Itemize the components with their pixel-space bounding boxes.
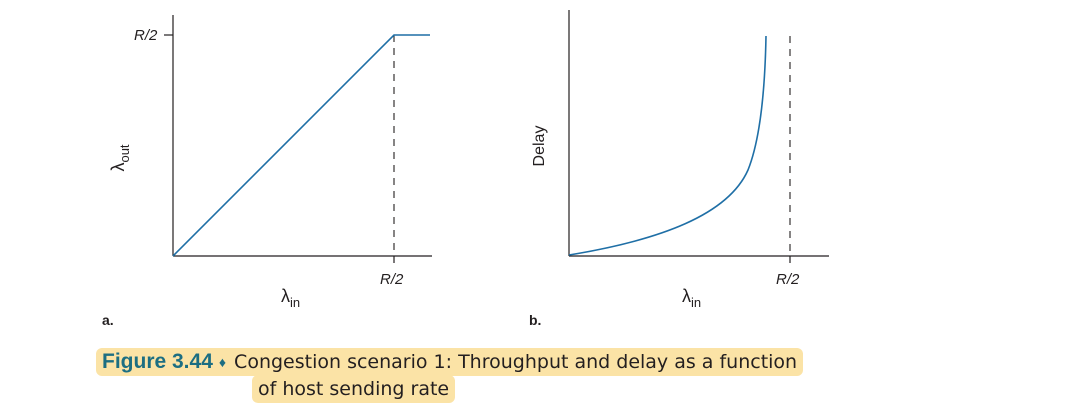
figure-caption: Figure 3.44 ♦ Congestion scenario 1: Thr… [96,348,836,404]
panel-b-xlabel: λin [682,286,701,310]
panel-a-ylabel: λout [108,144,132,171]
panel-b: R/2 λin Delay b. [529,10,829,328]
panel-a-xlabel: λin [281,286,300,310]
panel-a-letter: a. [102,312,114,328]
panel-a-throughput-curve [172,34,430,257]
panel-b-ylabel: Delay [531,126,548,167]
diamond-icon: ♦ [218,354,227,370]
caption-text-line-2: of host sending rate [258,378,450,400]
panel-a-ytick-label: R/2 [134,27,158,44]
figure-number: Figure 3.44 [102,350,213,373]
panel-b-xtick-label: R/2 [776,271,800,288]
panel-a: R/2 R/2 λin λout a. [102,15,432,328]
panel-b-letter: b. [529,312,541,328]
caption-line-1: Figure 3.44 ♦ Congestion scenario 1: Thr… [96,348,804,376]
panel-b-delay-curve [568,35,767,256]
caption-line-2: of host sending rate [252,375,456,403]
caption-text-line-1: Congestion scenario 1: Throughput and de… [234,351,798,373]
panel-a-xtick-label: R/2 [380,271,404,288]
